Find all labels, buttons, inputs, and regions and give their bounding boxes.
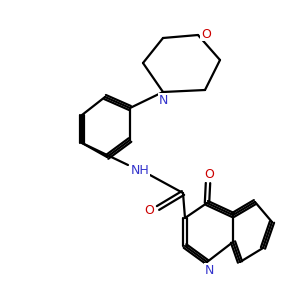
Text: O: O — [201, 28, 211, 40]
Text: N: N — [204, 263, 214, 277]
Text: N: N — [158, 94, 168, 106]
Text: NH: NH — [130, 164, 149, 176]
Text: O: O — [204, 169, 214, 182]
Text: O: O — [144, 205, 154, 218]
